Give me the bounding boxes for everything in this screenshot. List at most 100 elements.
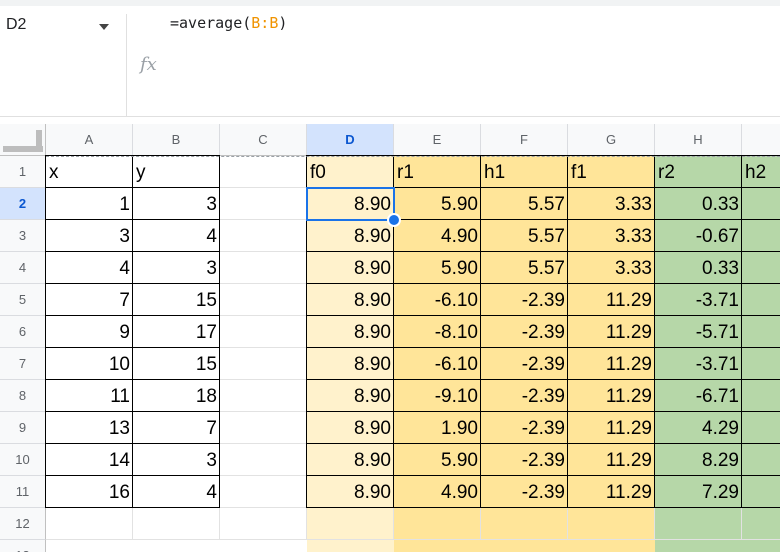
table-cell[interactable]: 3 <box>119 226 130 247</box>
table-cell[interactable] <box>220 380 307 412</box>
table-cell[interactable]: 8.90 <box>354 258 391 279</box>
table-cell[interactable]: -5.71 <box>695 322 739 343</box>
table-cell[interactable]: 8.90 <box>354 482 391 503</box>
table-cell[interactable]: 16 <box>108 482 130 503</box>
spreadsheet-grid[interactable]: ABCDEFGH12345678910111213xyf0r1h1f1r2h21… <box>0 124 780 552</box>
row-header-5[interactable]: 5 <box>0 284 46 316</box>
table-cell[interactable] <box>220 220 307 252</box>
table-cell[interactable] <box>220 348 307 380</box>
table-cell[interactable]: -3.71 <box>695 354 739 375</box>
table-cell[interactable] <box>220 284 307 316</box>
table-cell[interactable] <box>220 476 307 508</box>
table-cell[interactable] <box>220 412 307 444</box>
row-header-3[interactable]: 3 <box>0 220 46 252</box>
row-header-9[interactable]: 9 <box>0 412 46 444</box>
table-cell[interactable]: 0.33 <box>702 194 739 215</box>
cell-header-c[interactable] <box>220 156 307 188</box>
row-header-6[interactable]: 6 <box>0 316 46 348</box>
table-cell[interactable]: 4 <box>206 482 217 503</box>
column-header-b[interactable]: B <box>133 124 220 156</box>
table-cell[interactable]: 7.29 <box>702 482 739 503</box>
table-cell[interactable]: - <box>742 252 780 284</box>
table-cell[interactable]: 3.33 <box>615 194 652 215</box>
cell-header-[interactable]: h2 <box>745 162 767 183</box>
row-header-8[interactable]: 8 <box>0 380 46 412</box>
row-header-4[interactable]: 4 <box>0 252 46 284</box>
table-cell[interactable]: 8.90 <box>354 450 391 471</box>
table-cell[interactable]: 15 <box>195 290 217 311</box>
row-header-1[interactable]: 1 <box>0 156 46 188</box>
table-cell[interactable]: -6.10 <box>434 354 478 375</box>
table-cell[interactable]: - <box>742 444 780 476</box>
table-cell[interactable]: 8.90 <box>354 418 391 439</box>
table-cell[interactable]: - <box>742 412 780 444</box>
table-cell[interactable]: 3.33 <box>615 226 652 247</box>
cell-header-h[interactable]: r2 <box>658 162 675 183</box>
table-cell[interactable]: -8.10 <box>434 322 478 343</box>
table-cell[interactable]: -2.39 <box>521 386 565 407</box>
table-cell[interactable]: 5.57 <box>528 194 565 215</box>
table-cell[interactable]: - <box>742 220 780 252</box>
table-cell[interactable]: 15 <box>195 354 217 375</box>
table-cell[interactable]: 5.90 <box>441 258 478 279</box>
freeze-column-handle[interactable] <box>36 130 42 152</box>
column-header-d[interactable]: D <box>307 124 394 156</box>
table-cell[interactable]: - <box>742 316 780 348</box>
table-cell[interactable]: 4.90 <box>441 482 478 503</box>
table-cell[interactable]: 13 <box>108 418 130 439</box>
column-header-c[interactable]: C <box>220 124 307 156</box>
table-cell[interactable]: 11.29 <box>605 418 652 439</box>
column-header-h[interactable]: H <box>655 124 742 156</box>
table-cell[interactable]: 4 <box>119 258 130 279</box>
table-cell[interactable]: 3 <box>206 194 217 215</box>
table-cell[interactable]: - <box>742 284 780 316</box>
cell-header-g[interactable]: f1 <box>571 162 587 183</box>
table-cell[interactable]: -2.39 <box>521 482 565 503</box>
table-cell[interactable]: -0.67 <box>695 226 739 247</box>
cell-header-f[interactable]: h1 <box>484 162 506 183</box>
row-header-10[interactable]: 10 <box>0 444 46 476</box>
column-header-g[interactable]: G <box>568 124 655 156</box>
table-cell[interactable] <box>220 252 307 284</box>
table-cell[interactable]: 11 <box>110 386 130 407</box>
table-cell[interactable]: 4 <box>206 226 217 247</box>
cell-header-d[interactable]: f0 <box>310 162 326 183</box>
table-cell[interactable]: - <box>742 188 780 220</box>
column-header-next[interactable] <box>742 124 780 156</box>
table-cell[interactable]: - <box>742 348 780 380</box>
table-cell[interactable]: 8.29 <box>702 450 739 471</box>
table-cell[interactable]: 5.90 <box>441 450 478 471</box>
table-cell[interactable]: 11.29 <box>605 482 652 503</box>
table-cell[interactable]: 8.90 <box>354 322 391 343</box>
table-cell[interactable]: 11.29 <box>605 354 652 375</box>
table-cell[interactable]: 1.90 <box>441 418 478 439</box>
cell-header-b[interactable]: y <box>136 162 146 183</box>
formula-input[interactable]: =average(B:B) <box>170 14 287 32</box>
select-all-corner[interactable] <box>0 124 46 156</box>
table-cell[interactable] <box>220 316 307 348</box>
table-cell[interactable]: 3 <box>206 258 217 279</box>
table-cell[interactable]: 1 <box>119 194 130 215</box>
column-header-a[interactable]: A <box>46 124 133 156</box>
table-cell[interactable]: -2.39 <box>521 418 565 439</box>
table-cell[interactable]: 5.57 <box>528 226 565 247</box>
freeze-row-handle[interactable] <box>3 146 43 152</box>
table-cell[interactable]: -9.10 <box>434 386 478 407</box>
table-cell[interactable]: 17 <box>195 322 217 343</box>
cell-header-a[interactable]: x <box>49 162 59 183</box>
table-cell[interactable]: 10 <box>108 354 130 375</box>
fill-handle[interactable] <box>387 213 401 227</box>
table-cell[interactable]: -2.39 <box>521 354 565 375</box>
table-cell[interactable]: 7 <box>119 290 130 311</box>
table-cell[interactable]: 0.33 <box>702 258 739 279</box>
table-cell[interactable]: 5.57 <box>528 258 565 279</box>
table-cell[interactable]: -2.39 <box>521 290 565 311</box>
table-cell[interactable]: 11.29 <box>605 450 652 471</box>
table-cell[interactable]: 11.29 <box>605 322 652 343</box>
table-cell[interactable] <box>220 188 307 220</box>
table-cell[interactable]: 8.90 <box>354 354 391 375</box>
row-header-11[interactable]: 11 <box>0 476 46 508</box>
table-cell[interactable]: -3.71 <box>695 290 739 311</box>
column-header-f[interactable]: F <box>481 124 568 156</box>
table-cell[interactable]: 8.90 <box>354 290 391 311</box>
